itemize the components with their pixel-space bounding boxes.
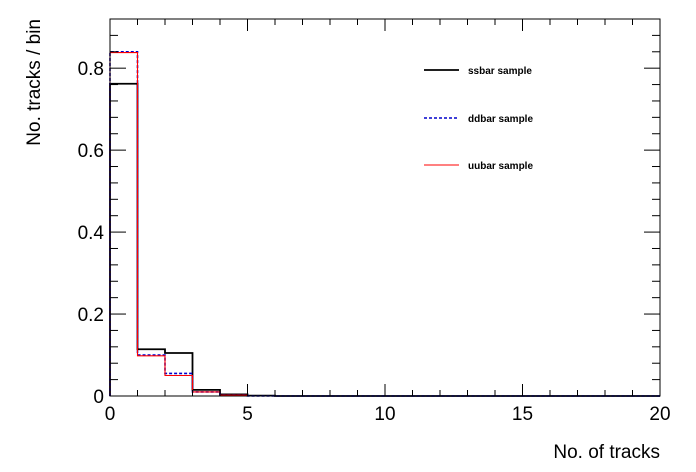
x-axis-title: No. of tracks (553, 442, 660, 463)
y-axis-title: No. tracks / bin (24, 19, 45, 146)
y-tick-label: 0.2 (78, 305, 104, 326)
legend: ssbar sample ddbar sample uubar sample (424, 66, 533, 172)
y-tick-label: 0.8 (78, 59, 104, 80)
y-tick-label: 0.4 (78, 223, 105, 244)
y-tick-label: 0.6 (78, 141, 104, 162)
x-tick-label: 0 (105, 404, 116, 425)
y-tick-label: 0 (93, 387, 104, 408)
x-tick-label: 10 (374, 404, 395, 425)
tick-layer: 0 5 10 15 20 0 0.2 0.4 0.6 0.8 (78, 18, 671, 425)
x-tick-label: 5 (242, 404, 253, 425)
legend-label: ddbar sample (468, 114, 533, 125)
legend-label: uubar sample (468, 161, 533, 172)
x-tick-label: 20 (649, 404, 670, 425)
legend-label: ssbar sample (468, 66, 532, 77)
x-tick-label: 15 (512, 404, 533, 425)
